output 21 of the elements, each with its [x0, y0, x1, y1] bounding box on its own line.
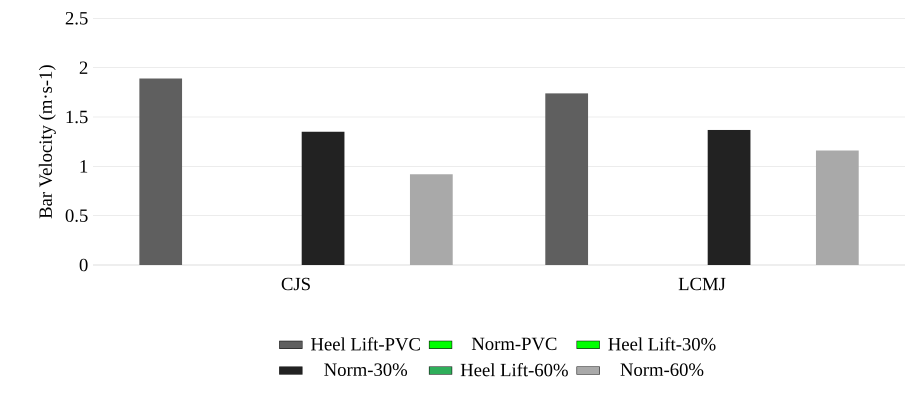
y-tick-label: 1.5	[66, 110, 88, 124]
y-tick-label: 0.5	[66, 209, 88, 222]
bar	[545, 93, 588, 265]
legend-label: Norm-30%	[324, 363, 408, 376]
bar	[302, 132, 344, 265]
legend-label: Heel Lift-PVC	[311, 337, 420, 351]
y-tick-label: 2	[80, 61, 88, 74]
y-tick-label: 1	[80, 160, 88, 172]
x-tick-label: LCMJ	[678, 278, 726, 290]
y-tick-label: 0	[80, 258, 88, 272]
x-tick-label: CJS	[282, 278, 310, 290]
bar	[139, 78, 182, 265]
y-tick-label: 2.5	[66, 12, 88, 25]
y-axis-title: Bar Velocity (m·s-1)	[38, 65, 56, 218]
bar	[816, 150, 859, 265]
legend-label: Heel Lift-60%	[460, 363, 568, 376]
bar	[410, 174, 453, 265]
legend-label: Norm-PVC	[472, 338, 556, 350]
legend-label: Norm-60%	[620, 363, 704, 376]
legend-label: Heel Lift-30%	[608, 337, 716, 351]
bar	[708, 130, 750, 265]
